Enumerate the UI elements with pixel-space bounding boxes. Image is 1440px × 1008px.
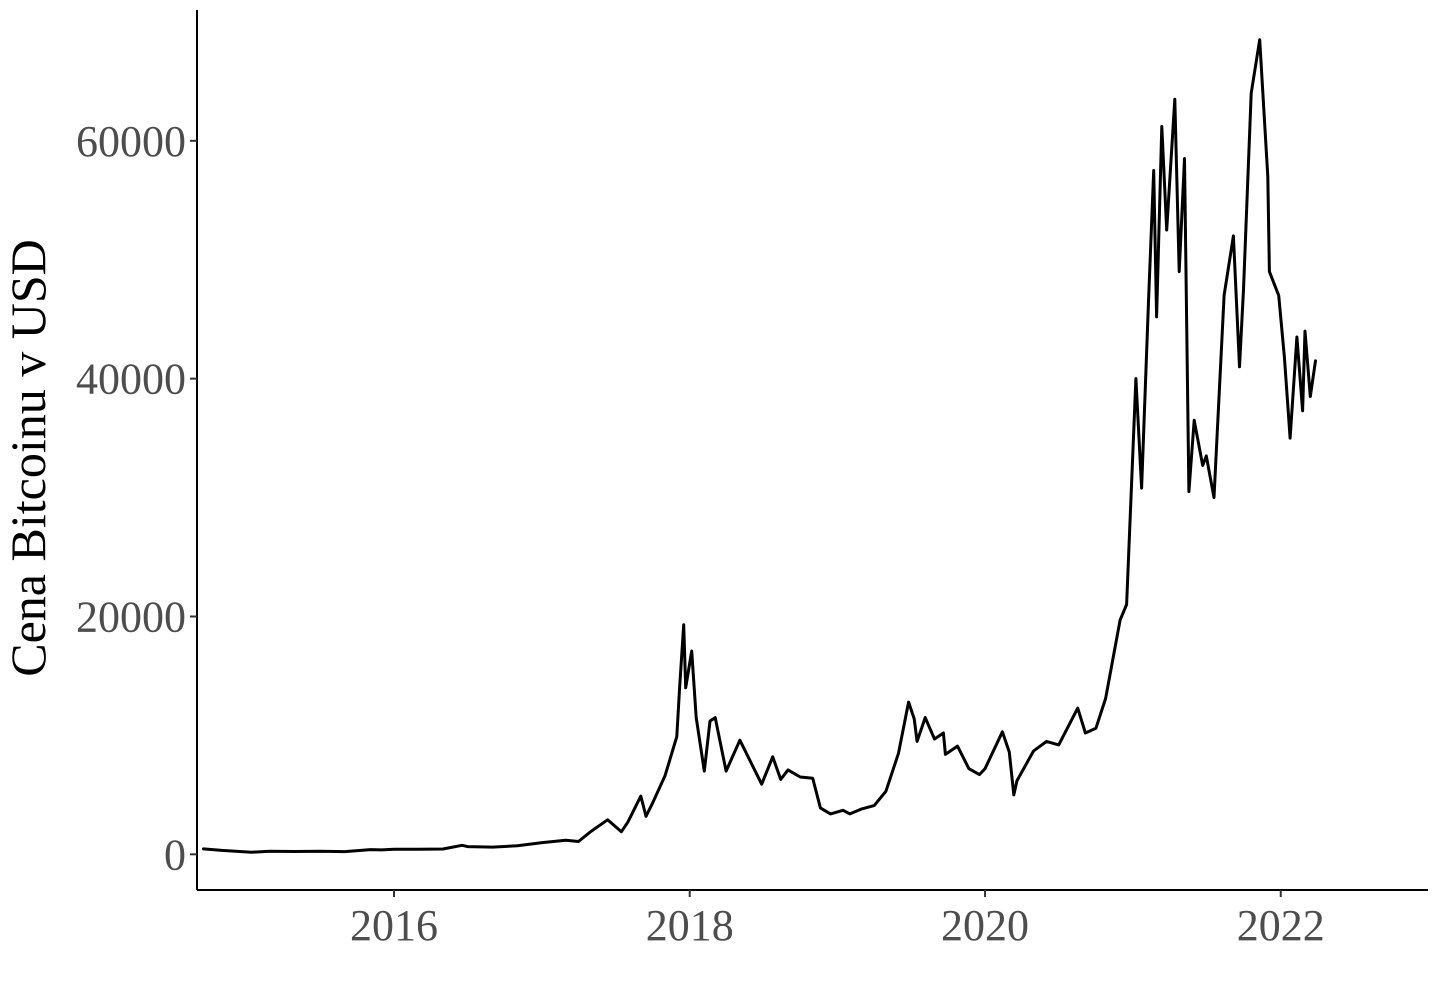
- series-layer: [202, 38, 1317, 854]
- chart-axes: [196, 10, 1428, 891]
- x-axis-ticks: 2016 2018 2020 2022: [350, 890, 1325, 950]
- x-tick-label: 2016: [350, 901, 438, 950]
- x-tick-label: 2022: [1237, 901, 1325, 950]
- y-axis-ticks: 0 20000 40000 60000: [76, 117, 197, 879]
- y-tick-label: 60000: [76, 117, 186, 166]
- y-axis-title: Cena Bitcoinu v USD: [0, 239, 56, 676]
- series-line: [202, 38, 1317, 854]
- y-tick-label: 0: [164, 830, 186, 879]
- y-tick-label: 20000: [76, 592, 186, 641]
- x-tick-label: 2020: [941, 901, 1029, 950]
- y-tick-label: 40000: [76, 355, 186, 404]
- x-tick-label: 2018: [646, 901, 734, 950]
